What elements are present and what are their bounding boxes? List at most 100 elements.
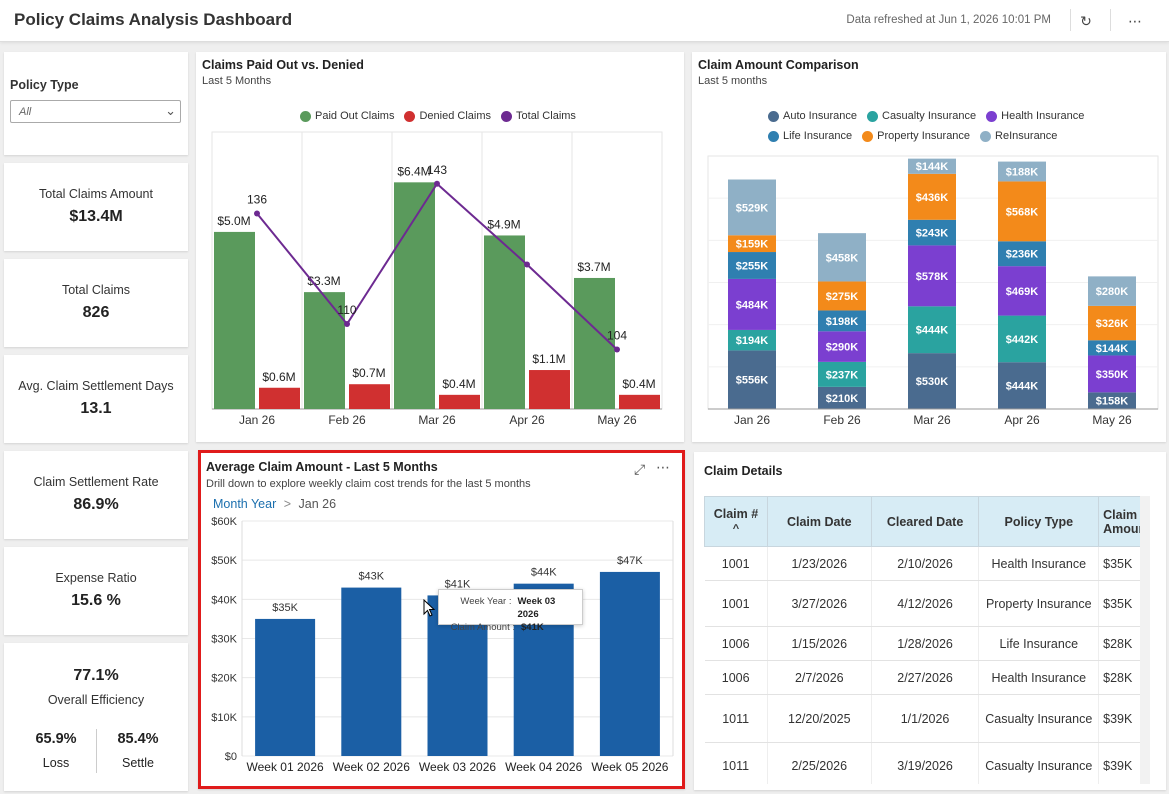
total-claims-point[interactable] xyxy=(434,180,440,187)
stacked-bar-segment[interactable] xyxy=(818,233,866,282)
breadcrumb-root-link[interactable]: Month Year xyxy=(213,497,277,511)
stacked-bar-segment[interactable] xyxy=(908,353,956,409)
more-options-icon[interactable]: ⋯ xyxy=(1128,13,1142,29)
tooltip-amount-label: Claim Amount : xyxy=(450,622,515,633)
stacked-bar-segment[interactable] xyxy=(998,161,1046,182)
table-cell: 1/15/2026 xyxy=(767,626,872,661)
x-tick-label: Jan 26 xyxy=(239,413,275,427)
vertical-scrollbar[interactable] xyxy=(1140,496,1150,784)
stacked-bar-segment[interactable] xyxy=(818,386,866,409)
bar[interactable] xyxy=(599,571,660,756)
more-options-icon[interactable]: ⋯ xyxy=(656,459,670,475)
stacked-bar-segment[interactable] xyxy=(908,158,956,174)
column-header-claim-number[interactable]: Claim # ^ xyxy=(704,496,768,547)
total-claims-point[interactable] xyxy=(344,321,350,327)
efficiency-label: Overall Efficiency xyxy=(47,693,145,707)
table-row[interactable]: 1001 3/27/2026 4/12/2026 Property Insurance… xyxy=(704,580,1150,627)
legend-swatch xyxy=(300,110,311,122)
legend-item[interactable]: Casualty Insurance xyxy=(867,110,976,122)
stacked-bar-segment[interactable] xyxy=(998,181,1046,242)
stacked-bar-segment[interactable] xyxy=(728,235,776,253)
legend-swatch xyxy=(980,130,992,142)
policy-type-select[interactable]: All ⌄ xyxy=(10,100,181,123)
expand-icon[interactable]: ⤢ xyxy=(634,461,646,477)
legend-item[interactable]: Property Insurance xyxy=(862,130,970,142)
stacked-bar-segment[interactable] xyxy=(998,266,1046,316)
column-header-claim-date[interactable]: Claim Date xyxy=(766,496,872,547)
bar[interactable] xyxy=(255,618,316,756)
table-row[interactable]: 1006 2/7/2026 2/27/2026 Health Insurance $28… xyxy=(704,660,1150,695)
legend-item[interactable]: Paid Out Claims xyxy=(300,110,394,122)
stacked-bar-segment[interactable] xyxy=(1088,305,1136,341)
stacked-bar-segment[interactable] xyxy=(1088,340,1136,356)
table-cell: Casualty Insurance xyxy=(978,742,1100,784)
legend-item[interactable]: Health Insurance xyxy=(986,110,1084,122)
data-label: $3.7M xyxy=(577,260,610,274)
stacked-bar-segment[interactable] xyxy=(908,306,956,354)
x-tick-label: Week 02 2026 xyxy=(333,760,410,774)
stacked-bar-segment[interactable] xyxy=(908,173,956,220)
stacked-bar-segment[interactable] xyxy=(818,361,866,387)
stacked-bar-segment[interactable] xyxy=(908,245,956,307)
x-tick-label: Week 05 2026 xyxy=(591,760,668,774)
segment-label: $442K xyxy=(1006,334,1038,346)
total-claims-point[interactable] xyxy=(524,261,530,268)
legend-label: Health Insurance xyxy=(1001,110,1085,122)
legend-item[interactable]: ReInsurance xyxy=(980,130,1057,142)
legend-item[interactable]: Auto Insurance xyxy=(768,110,857,122)
table-row[interactable]: 1006 1/15/2026 1/28/2026 Life Insurance $28K xyxy=(704,626,1150,661)
x-tick-label: Week 03 2026 xyxy=(419,760,496,774)
bar-paid-out[interactable] xyxy=(214,231,255,409)
table-row[interactable]: 1011 2/25/2026 3/19/2026 Casualty Insurance… xyxy=(704,742,1150,784)
segment-label: $236K xyxy=(1006,249,1038,261)
legend-label: Life Insurance xyxy=(783,130,853,142)
table-cell: 2/7/2026 xyxy=(767,660,872,695)
stacked-bar-segment[interactable] xyxy=(908,219,956,246)
stacked-bar-segment[interactable] xyxy=(818,331,866,362)
bar-paid-out[interactable] xyxy=(394,182,435,409)
bar-denied[interactable] xyxy=(259,387,300,409)
breadcrumb-separator-icon: > xyxy=(283,497,292,511)
stacked-bar-segment[interactable] xyxy=(818,310,866,332)
segment-label: $326K xyxy=(1096,318,1128,330)
stacked-bar-segment[interactable] xyxy=(728,278,776,330)
bar-paid-out[interactable] xyxy=(574,277,615,409)
stacked-bar-segment[interactable] xyxy=(998,241,1046,267)
table-row[interactable]: 1011 12/20/2025 1/1/2026 Casualty Insurance… xyxy=(704,694,1150,743)
bar-denied[interactable] xyxy=(439,394,480,409)
stacked-bar-segment[interactable] xyxy=(998,315,1046,363)
x-tick-label: Week 04 2026 xyxy=(505,760,582,774)
stacked-bar-segment[interactable] xyxy=(728,350,776,409)
stacked-bar-segment[interactable] xyxy=(728,329,776,351)
legend-item[interactable]: Life Insurance xyxy=(768,130,852,142)
segment-label: $188K xyxy=(1006,166,1038,178)
bar-denied[interactable] xyxy=(619,394,660,409)
stacked-bar-segment[interactable] xyxy=(818,281,866,311)
stacked-bar-segment[interactable] xyxy=(1088,276,1136,306)
column-header-policy-type[interactable]: Policy Type xyxy=(978,496,1100,547)
stacked-bar-segment[interactable] xyxy=(728,252,776,279)
total-claims-point[interactable] xyxy=(614,346,620,353)
stacked-bar-segment[interactable] xyxy=(1088,392,1136,409)
legend-item[interactable]: Denied Claims xyxy=(404,110,491,122)
table-row[interactable]: 1001 1/23/2026 2/10/2026 Health Insurance $3… xyxy=(704,546,1150,581)
bar[interactable] xyxy=(341,587,402,756)
segment-label: $159K xyxy=(736,239,768,251)
stacked-bar-segment[interactable] xyxy=(728,179,776,236)
stacked-bar-segment[interactable] xyxy=(998,362,1046,409)
segment-label: $290K xyxy=(826,342,858,354)
panel-subtitle: Last 5 months xyxy=(698,75,768,87)
column-header-cleared-date[interactable]: Cleared Date xyxy=(870,496,980,547)
bar-paid-out[interactable] xyxy=(484,235,525,409)
kpi-avg-settlement-days: Avg. Claim Settlement Days 13.1 xyxy=(4,355,188,443)
legend-item[interactable]: Total Claims xyxy=(501,110,576,122)
segment-label: $237K xyxy=(826,369,858,381)
total-claims-point[interactable] xyxy=(254,210,260,217)
bar-denied[interactable] xyxy=(349,384,390,409)
refresh-icon[interactable]: ↻ xyxy=(1080,13,1092,29)
segment-label: $484K xyxy=(736,299,768,311)
bar-denied[interactable] xyxy=(529,370,570,409)
stacked-bar-segment[interactable] xyxy=(1088,355,1136,393)
panel-title: Claims Paid Out vs. Denied xyxy=(202,58,364,72)
chart-legend: Auto Insurance Casualty Insurance Health I… xyxy=(768,110,1118,150)
